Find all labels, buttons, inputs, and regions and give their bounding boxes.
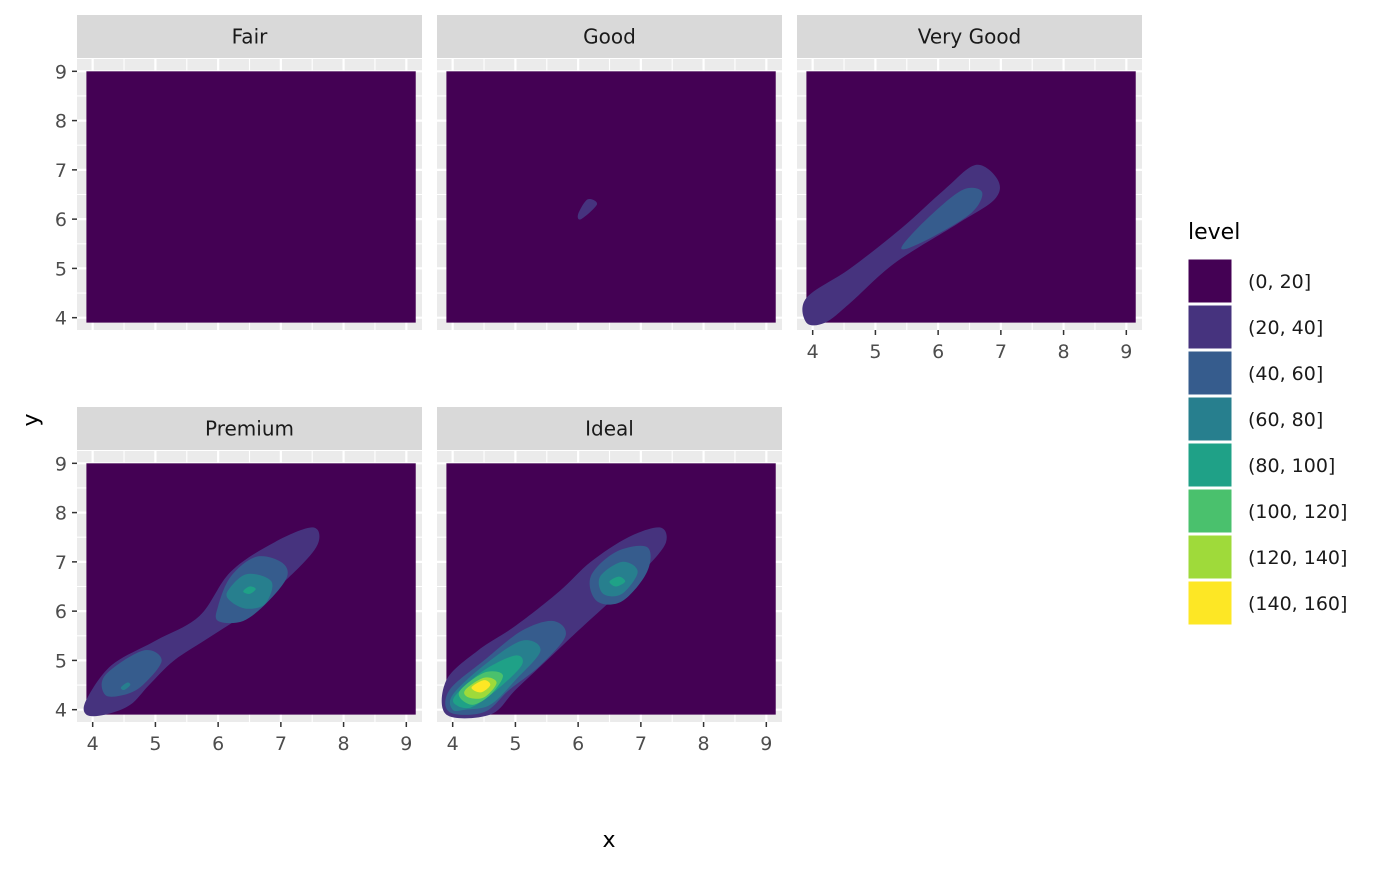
contour-level-0-fill (86, 71, 416, 323)
x-tick-label: 5 (509, 733, 521, 755)
legend-label: (120, 140] (1248, 547, 1347, 569)
facet-strip (797, 15, 1142, 58)
y-tick-label: 6 (55, 209, 67, 231)
legend-item: (60, 80] (1187, 396, 1323, 442)
x-tick-label: 9 (1120, 341, 1132, 363)
x-axis-label: x (602, 828, 615, 853)
facet-strip (437, 15, 782, 58)
legend-swatch (1187, 534, 1233, 580)
y-tick-label: 7 (55, 552, 67, 574)
legend: level (0, 20] (20, 40] (40, 60] (60, 80] (80… (1187, 220, 1347, 626)
legend-label: (140, 160] (1248, 593, 1347, 615)
y-tick-label: 6 (55, 601, 67, 623)
facet-panel-fair: Fair 4 5 6 7 8 9 (55, 15, 422, 330)
x-tick-label: 4 (87, 733, 99, 755)
legend-item: (20, 40] (1187, 304, 1323, 350)
legend-item: (40, 60] (1187, 350, 1323, 396)
x-tick-label: 6 (212, 733, 224, 755)
legend-label: (20, 40] (1248, 317, 1323, 339)
x-tick-label: 8 (698, 733, 710, 755)
x-tick-label: 7 (995, 341, 1007, 363)
contour-level-7-region (471, 680, 491, 693)
y-tick-label: 8 (55, 503, 67, 525)
facet-strip (77, 407, 422, 450)
contour-level-2-region (901, 187, 983, 250)
y-tick-label: 8 (55, 111, 67, 133)
x-tick-label: 4 (807, 341, 819, 363)
y-tick-label: 9 (55, 453, 67, 475)
legend-label: (100, 120] (1248, 501, 1347, 523)
facet-strip (77, 15, 422, 58)
legend-label: (80, 100] (1248, 455, 1335, 477)
facet-strip-label: Very Good (918, 25, 1022, 49)
x-tick-label: 6 (932, 341, 944, 363)
x-tick-label: 7 (635, 733, 647, 755)
legend-label: (40, 60] (1248, 363, 1323, 385)
contour-level-4-region (243, 586, 256, 594)
y-tick-label: 5 (55, 650, 67, 672)
contour-level-3-region (120, 682, 131, 691)
legend-swatch (1187, 258, 1233, 304)
contour-level-0-fill (446, 71, 776, 323)
legend-items: (0, 20] (20, 40] (40, 60] (60, 80] (80, 100]… (1187, 258, 1347, 626)
x-tick-label: 6 (572, 733, 584, 755)
facet-panels: Fair 4 5 6 7 8 9 Good Very Good 4 5 6 7 8 9 Premium 4 5 6 7… (55, 15, 1142, 755)
x-tick-label: 9 (760, 733, 772, 755)
legend-item: (140, 160] (1187, 580, 1347, 626)
facet-strip-label: Fair (232, 25, 268, 49)
contour-level-4-region (609, 576, 626, 587)
legend-swatch (1187, 350, 1233, 396)
y-tick-label: 7 (55, 160, 67, 182)
x-tick-label: 8 (338, 733, 350, 755)
x-tick-label: 5 (869, 341, 881, 363)
legend-item: (120, 140] (1187, 534, 1347, 580)
x-tick-label: 7 (275, 733, 287, 755)
legend-item: (0, 20] (1187, 258, 1311, 304)
contour-level-1-region (577, 198, 598, 220)
facet-strip-label: Ideal (585, 417, 634, 441)
legend-item: (100, 120] (1187, 488, 1347, 534)
y-tick-label: 9 (55, 61, 67, 83)
facet-panel-very-good: Very Good 4 5 6 7 8 9 (797, 15, 1142, 363)
contour-level-2-region (101, 650, 162, 697)
facet-panel-good: Good (437, 15, 782, 330)
legend-item: (80, 100] (1187, 442, 1335, 488)
legend-swatch (1187, 442, 1233, 488)
legend-label: (60, 80] (1248, 409, 1323, 431)
facet-panel-ideal: Ideal 4 5 6 7 8 9 (437, 407, 782, 755)
legend-label: (0, 20] (1248, 271, 1311, 293)
facet-strip (437, 407, 782, 450)
facet-panel-premium: Premium 4 5 6 7 8 9 4 5 6 7 8 9 (55, 407, 422, 755)
legend-swatch (1187, 396, 1233, 442)
y-tick-label: 4 (55, 308, 67, 330)
x-tick-label: 4 (447, 733, 459, 755)
legend-swatch (1187, 488, 1233, 534)
facet-strip-label: Good (583, 25, 636, 49)
legend-title: level (1188, 220, 1240, 245)
y-tick-label: 5 (55, 258, 67, 280)
x-tick-label: 8 (1058, 341, 1070, 363)
legend-swatch (1187, 580, 1233, 626)
x-tick-label: 9 (400, 733, 412, 755)
y-tick-label: 4 (55, 700, 67, 722)
y-axis-label: y (19, 413, 44, 426)
legend-swatch (1187, 304, 1233, 350)
facet-strip-label: Premium (205, 417, 294, 441)
x-tick-label: 5 (149, 733, 161, 755)
